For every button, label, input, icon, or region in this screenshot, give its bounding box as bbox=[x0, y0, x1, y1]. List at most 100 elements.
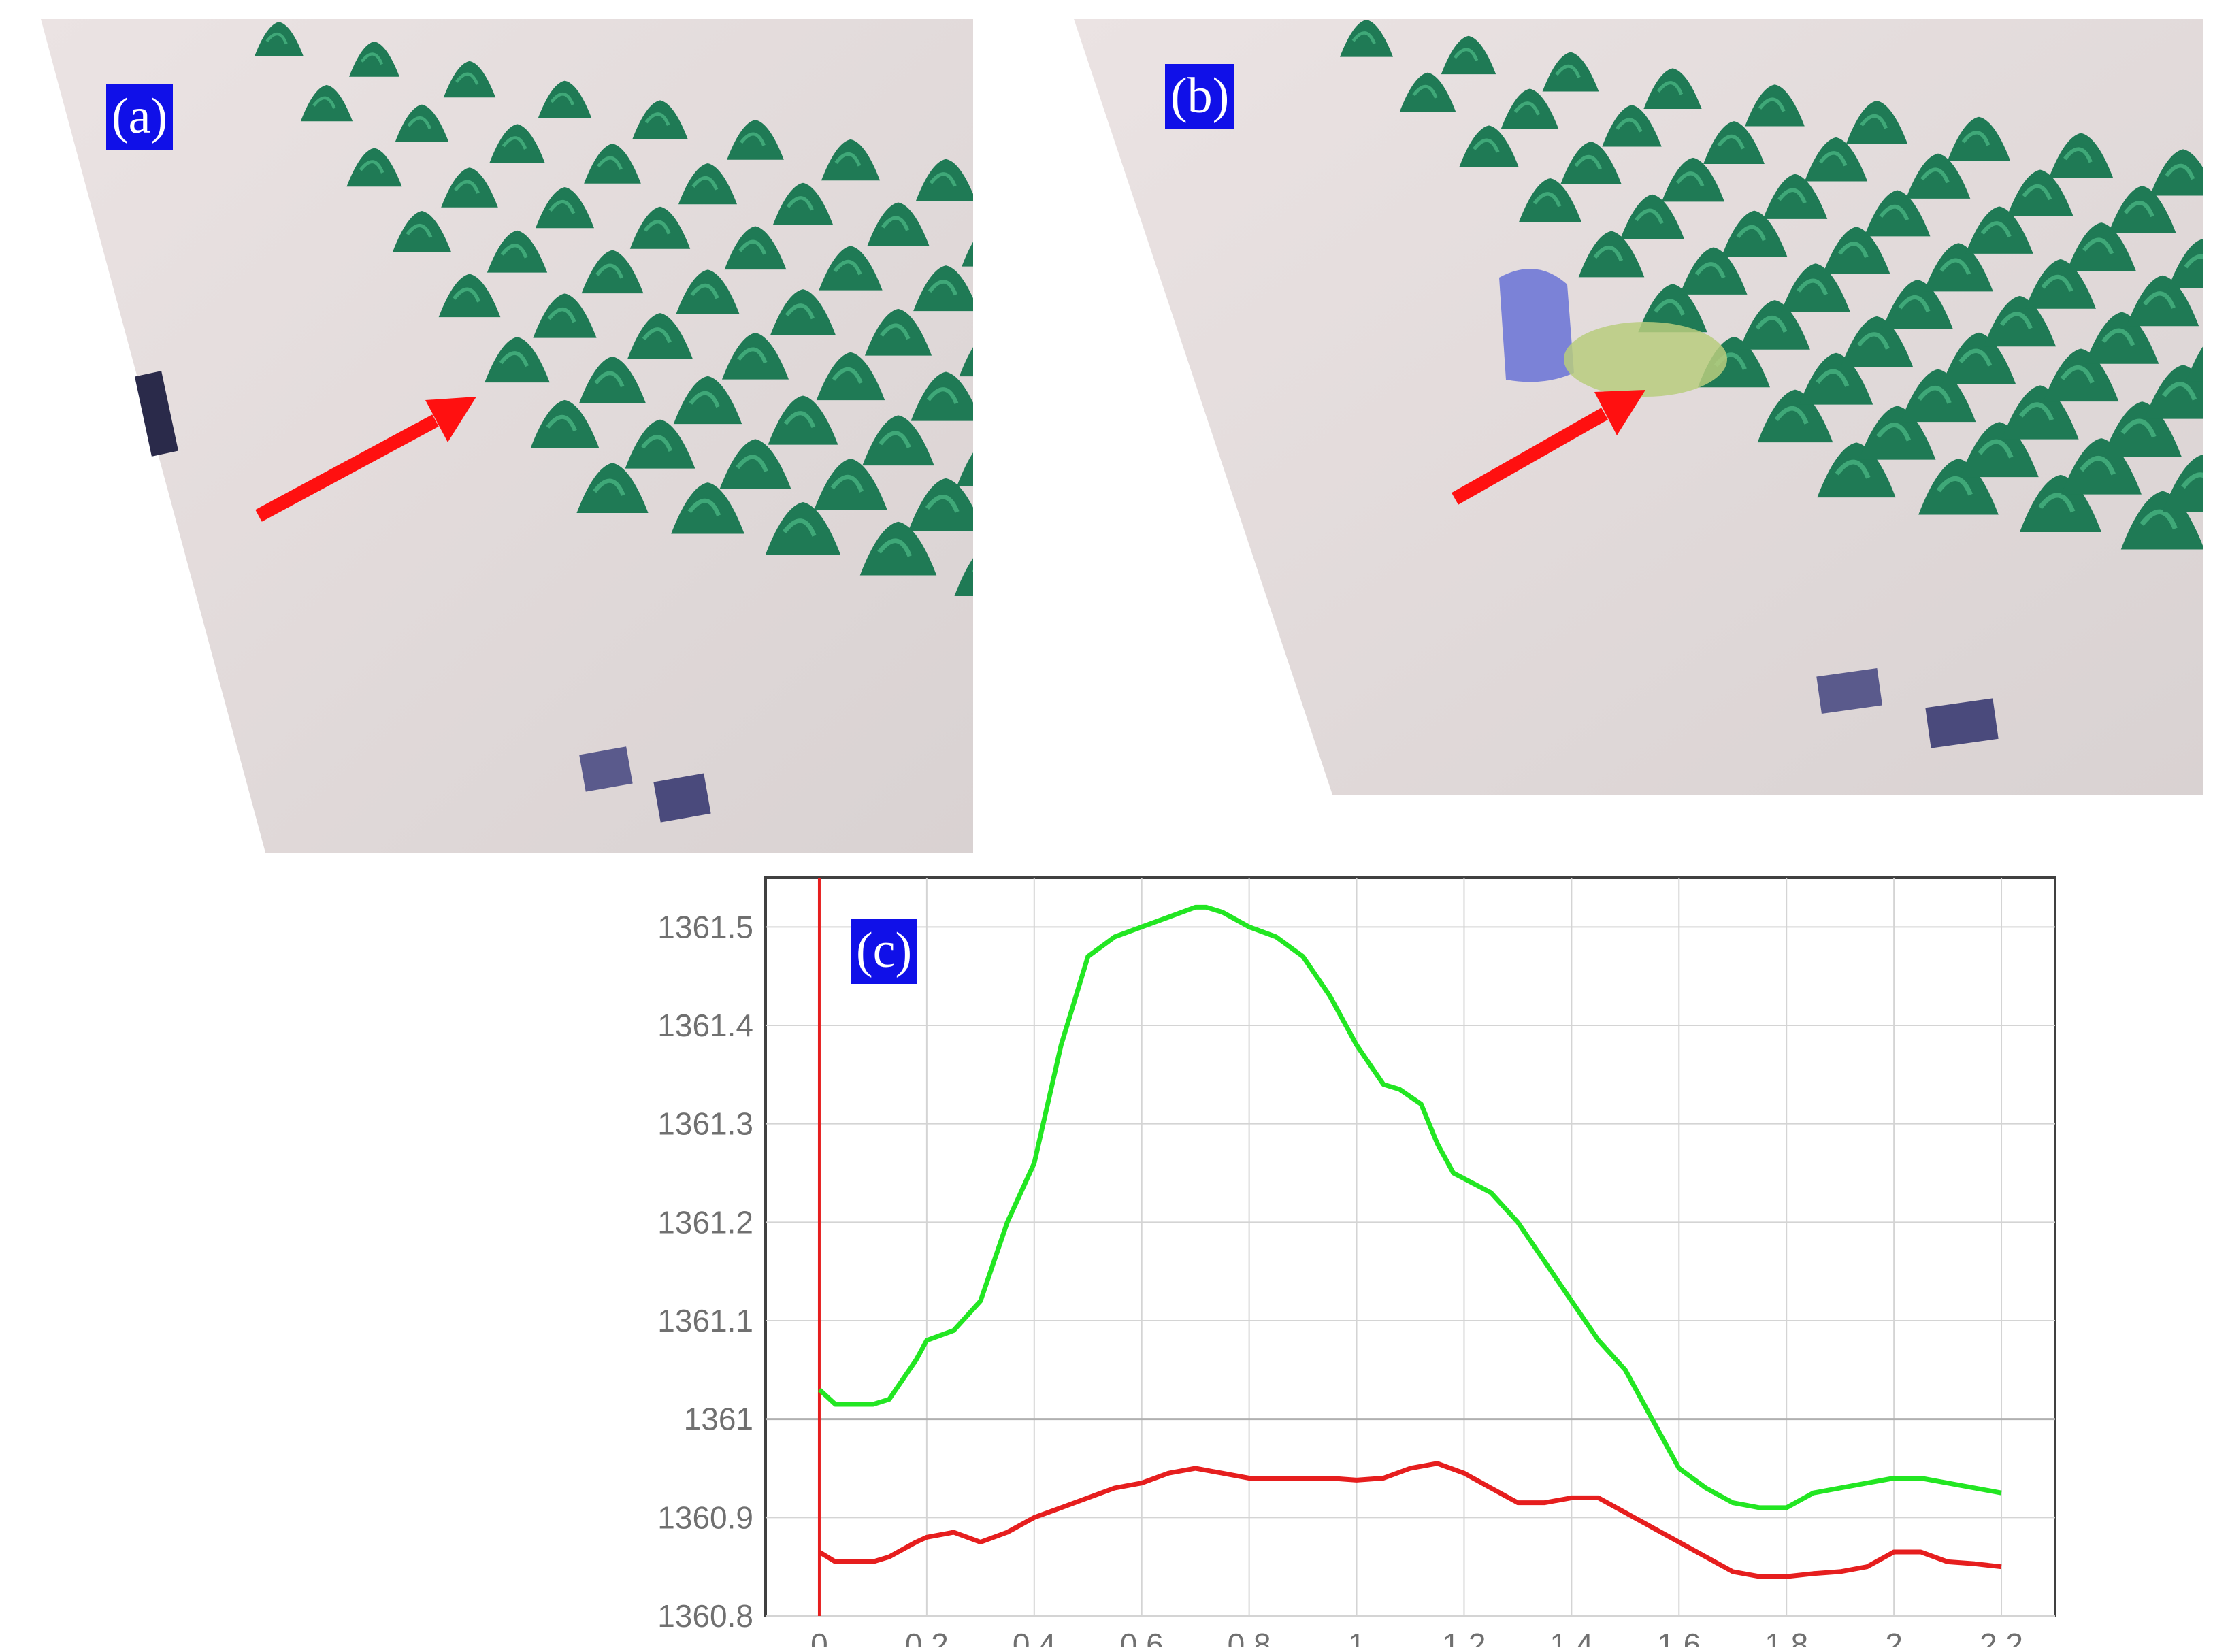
series-line-red bbox=[818, 1461, 2002, 1579]
tree-crown bbox=[255, 22, 304, 56]
tree-crown bbox=[1399, 72, 1456, 112]
tree-highlight bbox=[2060, 365, 2095, 384]
tree-crown bbox=[1960, 422, 2039, 478]
tree-crown bbox=[2108, 186, 2176, 233]
tree-highlight bbox=[1818, 151, 1848, 167]
ground-target-2 bbox=[1925, 698, 1999, 748]
tree-highlight bbox=[687, 498, 721, 516]
tree-crown bbox=[765, 501, 841, 555]
tree-crown bbox=[862, 415, 934, 466]
tree-highlight bbox=[785, 303, 815, 320]
tree-crown bbox=[2150, 149, 2203, 196]
tree-highlight bbox=[640, 435, 673, 452]
tree-crown bbox=[676, 269, 740, 314]
y-tick-label: 1361.4 bbox=[657, 1008, 753, 1043]
tree-highlight bbox=[881, 216, 910, 231]
profile-chart: 0 0.2 0.4 0.6 0.8 1 1.2 1.4 1.6 1.8 2 2.2 1361.5 1361… bbox=[657, 876, 2056, 1647]
tree-highlight bbox=[1555, 64, 1581, 78]
tree-highlight bbox=[833, 259, 862, 276]
tree-crown bbox=[489, 124, 545, 163]
tree-crown bbox=[2162, 454, 2203, 512]
tree-crown bbox=[393, 211, 451, 252]
ground-target-1 bbox=[579, 746, 633, 792]
panel-a-render: (a) bbox=[41, 19, 973, 853]
tree-highlight bbox=[2142, 291, 2176, 309]
tree-crown bbox=[859, 521, 937, 576]
tree-highlight bbox=[1635, 208, 1664, 225]
tree-crown bbox=[346, 148, 402, 187]
tree-crown bbox=[1441, 35, 1496, 75]
tree-crown bbox=[1340, 20, 1393, 57]
tree-highlight bbox=[2184, 254, 2203, 269]
tree-crown bbox=[819, 246, 883, 291]
tree-crown bbox=[770, 289, 836, 335]
tree-crown bbox=[1679, 247, 1748, 295]
tree-highlight bbox=[1958, 348, 1993, 367]
tree-crown bbox=[1739, 300, 1810, 350]
tree-crown bbox=[625, 419, 695, 469]
tree-crown bbox=[535, 186, 595, 229]
tree-crown bbox=[627, 313, 693, 359]
tree-highlight bbox=[312, 96, 336, 110]
tree-crown bbox=[1941, 332, 2016, 384]
tree-highlight bbox=[1856, 332, 1890, 350]
tree-highlight bbox=[406, 223, 433, 238]
tree-highlight bbox=[1939, 258, 1971, 276]
tree-highlight bbox=[453, 287, 481, 303]
tree-crown bbox=[584, 144, 641, 184]
tree-highlight bbox=[690, 283, 719, 299]
tree-crown bbox=[629, 206, 691, 249]
tree-highlight bbox=[736, 455, 768, 472]
tree-highlight bbox=[1797, 278, 1829, 296]
tick-labels: 0 0.2 0.4 0.6 0.8 1 1.2 1.4 1.6 1.8 2 2.2 1361.5 1361… bbox=[657, 909, 2023, 1647]
tree-highlight bbox=[929, 172, 957, 187]
tree-crown bbox=[441, 167, 498, 208]
y-tick-label: 1361.2 bbox=[657, 1204, 753, 1240]
tree-highlight bbox=[2161, 382, 2197, 401]
tree-highlight bbox=[407, 116, 432, 130]
tree-highlight bbox=[1351, 31, 1376, 45]
tree-highlight bbox=[2165, 163, 2195, 180]
tree-highlight bbox=[2019, 402, 2054, 421]
tree-crown bbox=[533, 293, 597, 338]
tree-highlight bbox=[594, 371, 625, 388]
tree-crown bbox=[2048, 133, 2114, 178]
tree-highlight bbox=[2181, 472, 2203, 489]
tree-crown bbox=[1519, 178, 1581, 222]
tree-highlight bbox=[2082, 237, 2114, 255]
y-tick-label: 1361.5 bbox=[657, 909, 753, 944]
tree-highlight bbox=[1758, 97, 1786, 112]
tree-highlight bbox=[1694, 262, 1726, 279]
tree-crown bbox=[2043, 348, 2119, 402]
tree-crown bbox=[1900, 369, 1976, 423]
scan-marker-block bbox=[134, 371, 179, 457]
x-tick-label: 1.4 bbox=[1550, 1627, 1593, 1647]
tree-highlight bbox=[1860, 114, 1888, 129]
orchard-render-a bbox=[41, 19, 973, 853]
tree-highlight bbox=[1593, 245, 1624, 262]
tree-crown bbox=[915, 159, 973, 201]
ground-plane bbox=[41, 19, 973, 853]
tree-highlight bbox=[2022, 184, 2052, 201]
tree-crown bbox=[1799, 352, 1873, 405]
tree-highlight bbox=[737, 347, 768, 364]
tree-highlight bbox=[548, 199, 576, 214]
tree-highlight bbox=[1999, 312, 2033, 329]
tree-crown bbox=[1763, 174, 1828, 219]
tree-crown bbox=[727, 120, 784, 160]
tree-highlight bbox=[1654, 299, 1686, 316]
tree-crown bbox=[724, 226, 787, 270]
tree-crown bbox=[1846, 101, 1907, 144]
y-tick-label: 1360.9 bbox=[657, 1500, 753, 1535]
tree-highlight bbox=[1755, 315, 1788, 333]
y-tick-label: 1361.3 bbox=[657, 1106, 753, 1142]
tree-crown bbox=[1983, 295, 2056, 347]
tree-crown bbox=[2061, 438, 2142, 495]
tree-crown bbox=[1620, 194, 1685, 239]
grid bbox=[766, 878, 2055, 1617]
tree-crown bbox=[1560, 142, 1622, 184]
tree-crown bbox=[2067, 222, 2136, 271]
tree-crown bbox=[1745, 84, 1805, 127]
tree-crown bbox=[768, 395, 838, 445]
tree-crown bbox=[485, 337, 550, 383]
